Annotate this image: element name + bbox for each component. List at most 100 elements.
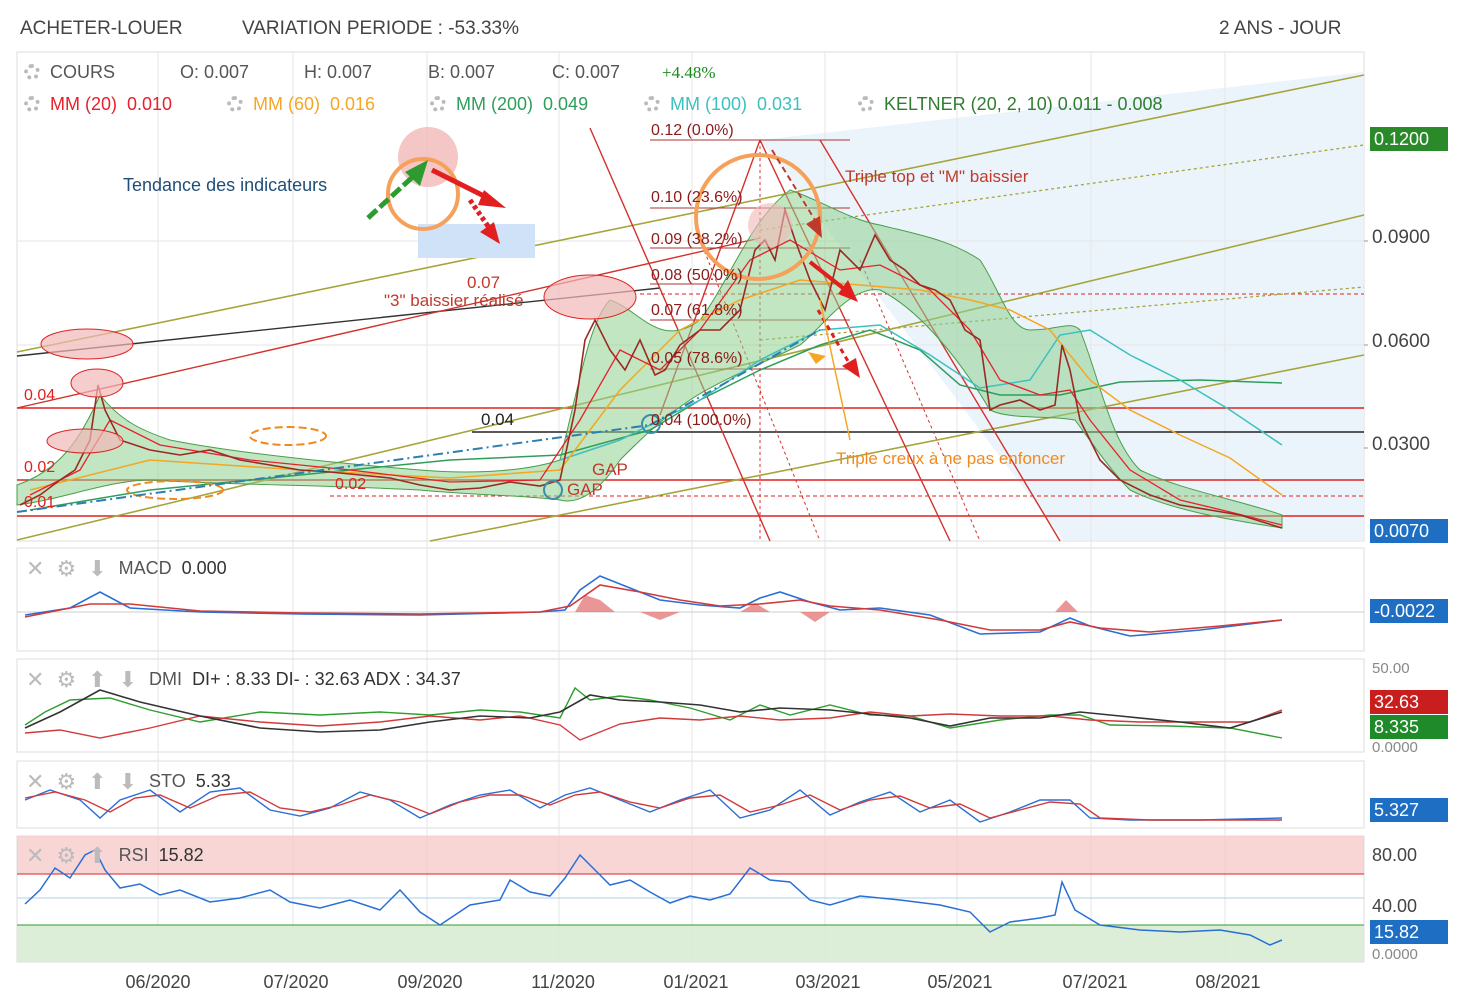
price-tag-top: 0.1200	[1370, 127, 1448, 151]
period-selector[interactable]: 2 ANS - JOUR	[1219, 18, 1342, 39]
gear-icon[interactable]: ⚙	[56, 556, 77, 581]
level-label-001: 0.01	[24, 494, 56, 511]
x-axis-label: 08/2021	[1195, 972, 1261, 992]
annotation-triple-top: Triple top et "M" baissier	[845, 167, 1029, 186]
sto-panel	[16, 760, 1365, 829]
gear-icon[interactable]	[858, 96, 874, 112]
macd-signal-line	[24, 584, 1283, 633]
level-label-004: 0.04	[24, 387, 56, 404]
fib-label-6: 0.04 (100.0%)	[651, 412, 752, 429]
gear-icon[interactable]	[24, 64, 40, 80]
keltner-band	[16, 189, 1283, 529]
legend-high: H: 0.007	[304, 62, 373, 82]
di-minus-tag: 32.63	[1370, 690, 1448, 714]
legend-low: B: 0.007	[428, 62, 496, 82]
close-icon[interactable]: ✕	[26, 769, 45, 794]
fib-label-4: 0.07 (61.8%)	[651, 302, 743, 319]
rsi-header: ✕ ⚙ ⬆ RSI 15.82	[26, 843, 204, 868]
x-axis-label: 03/2021	[795, 972, 861, 992]
mm100-line	[559, 324, 1283, 461]
annotation-bear3: "3" baissier réalisé	[384, 291, 524, 310]
bearish-arrows	[771, 149, 860, 441]
legend-mm60[interactable]: MM (60) 0.016	[227, 94, 375, 115]
dmi-axis-top: 50.00	[1372, 660, 1410, 677]
legend-change: +4.48%	[662, 63, 716, 82]
rsi-axis-80: 80.00	[1372, 845, 1418, 865]
axis-label-0030: 0.0300	[1372, 434, 1431, 455]
x-axis-label: 09/2020	[397, 972, 463, 992]
fib-label-2: 0.09 (38.2%)	[651, 231, 743, 248]
close-icon[interactable]: ✕	[26, 843, 45, 868]
arrow-up-icon[interactable]: ⬆	[88, 769, 107, 794]
arrow-down-icon[interactable]: ⬇	[88, 556, 107, 581]
instrument-name: ACHETER-LOUER	[20, 18, 183, 39]
rsi-oversold-zone	[17, 925, 1364, 962]
macd-header: ✕ ⚙ ⬇ MACD 0.000	[26, 556, 227, 581]
mm60-line	[29, 279, 1283, 496]
legend-close: C: 0.007	[552, 62, 621, 82]
legend-cours: COURS	[50, 62, 116, 82]
close-icon[interactable]: ✕	[26, 667, 45, 692]
arrow-up-icon[interactable]: ⬆	[88, 667, 107, 692]
x-axis-label: 11/2020	[531, 972, 595, 992]
mm200-line	[29, 329, 1283, 511]
gear-icon[interactable]	[430, 96, 446, 112]
legend-keltner[interactable]: KELTNER (20, 2, 10) 0.011 - 0.008	[858, 94, 1163, 115]
arrow-down-icon[interactable]: ⬇	[118, 667, 138, 692]
legend-mm200[interactable]: MM (200) 0.049	[430, 94, 588, 115]
di-plus-tag: 8.335	[1370, 715, 1448, 739]
gear-icon[interactable]	[644, 96, 660, 112]
x-axis-label: 07/2021	[1062, 972, 1128, 992]
gear-icon[interactable]	[227, 96, 243, 112]
price-line	[19, 206, 1283, 529]
rsi-axis-40: 40.00	[1372, 896, 1418, 916]
sto-value-tag: 5.327	[1370, 798, 1448, 822]
fib-label-3: 0.08 (50.0%)	[651, 267, 743, 284]
gear-icon[interactable]	[24, 96, 40, 112]
annotation-triple-creux: Triple creux à ne pas enfoncer	[836, 449, 1065, 468]
fib-label-1: 0.10 (23.6%)	[651, 189, 743, 206]
rsi-value-tag: 15.82	[1370, 920, 1448, 944]
dmi-axis-bottom: 0.0000	[1372, 739, 1418, 756]
dmi-header: ✕ ⚙ ⬆ ⬇ DMI DI+ : 8.33 DI- : 32.63 ADX : 34.…	[26, 667, 461, 692]
fib-label-5: 0.05 (78.6%)	[651, 350, 743, 367]
gear-icon[interactable]: ⚙	[56, 667, 77, 692]
trend-indicator-icon	[366, 127, 535, 258]
axis-label-0060: 0.0600	[1372, 331, 1431, 352]
gear-icon[interactable]: ⚙	[56, 769, 77, 794]
annotation-gap-1: GAP	[592, 460, 628, 479]
legend-mm100[interactable]: MM (100) 0.031	[644, 94, 802, 115]
level-label-002b: 0.02	[335, 476, 367, 493]
x-axis-label: 01/2021	[663, 972, 729, 992]
legend-mm20[interactable]: MM (20) 0.010	[24, 94, 172, 115]
legend-open: O: 0.007	[180, 62, 250, 82]
close-icon[interactable]: ✕	[26, 556, 45, 581]
annotation-trend: Tendance des indicateurs	[123, 175, 328, 195]
di-minus-line	[24, 709, 1283, 741]
arrow-up-icon[interactable]: ⬆	[88, 843, 107, 868]
level-label-002: 0.02	[24, 459, 56, 476]
dmi-panel	[16, 658, 1365, 753]
macd-value-tag: -0.0022	[1370, 599, 1448, 623]
x-axis-label: 06/2020	[125, 972, 191, 992]
projection-zone	[760, 72, 1364, 541]
variation-periode: VARIATION PERIODE : -53.33%	[242, 18, 519, 39]
x-axis-label: 07/2020	[263, 972, 329, 992]
rsi-axis-0: 0.0000	[1372, 946, 1418, 963]
annotation-bear3-value: 0.07	[467, 273, 501, 292]
trend-channel-dotted	[759, 144, 1365, 341]
fib-label-0: 0.12 (0.0%)	[651, 122, 734, 139]
rsi-line	[24, 848, 1283, 946]
x-axis-label: 05/2021	[927, 972, 993, 992]
sto-d-line	[24, 791, 1282, 821]
adx-line	[24, 689, 1283, 733]
macd-panel	[16, 547, 1365, 652]
sto-header: ✕ ⚙ ⬆ ⬇ STO 5.33	[26, 769, 231, 794]
annotation-gap-2: GAP	[567, 480, 603, 499]
legend-row-1: COURS	[24, 62, 115, 83]
axis-label-0090: 0.0900	[1372, 227, 1431, 248]
gear-icon[interactable]: ⚙	[56, 843, 77, 868]
price-tag-last: 0.0070	[1370, 519, 1448, 543]
arrow-down-icon[interactable]: ⬇	[118, 769, 138, 794]
